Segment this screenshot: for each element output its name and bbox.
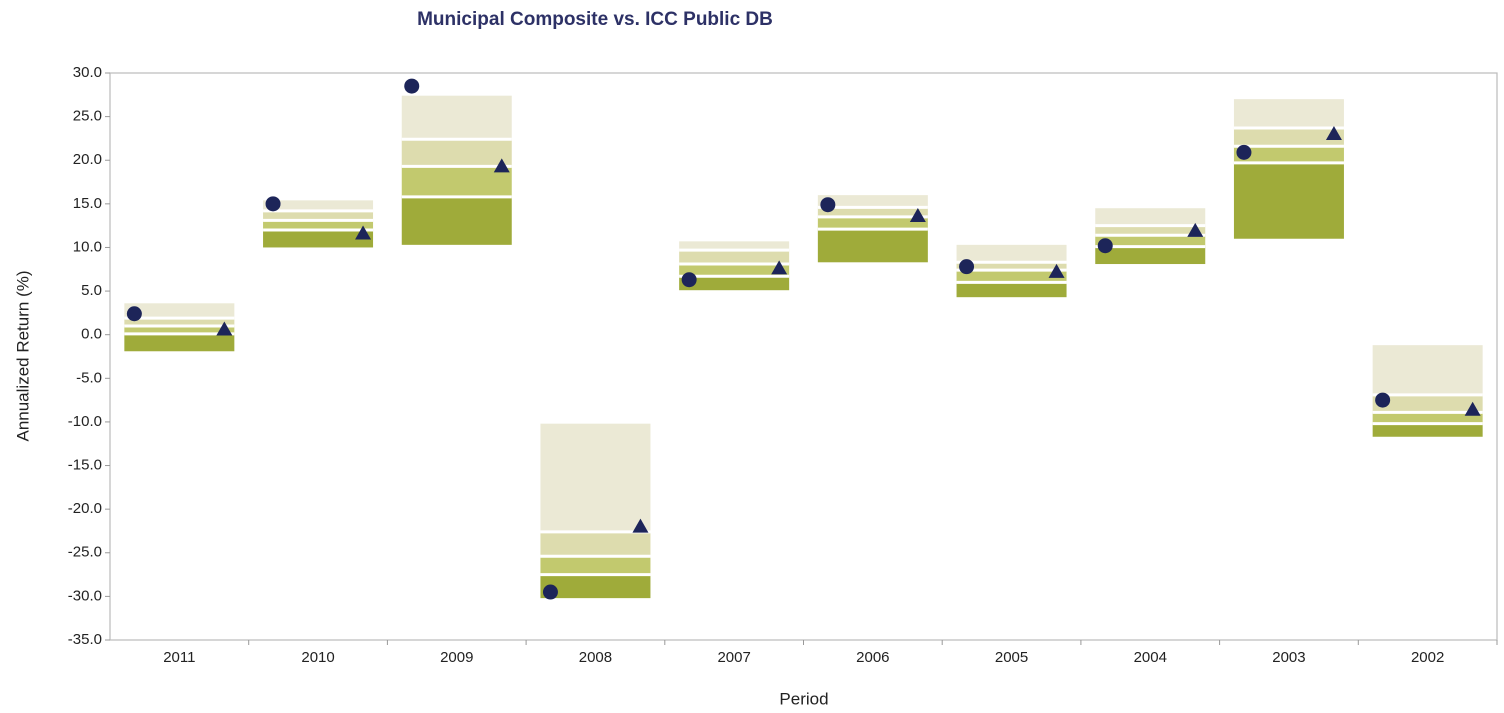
range-segment	[956, 270, 1067, 283]
range-segment	[1095, 208, 1206, 226]
circle-marker	[126, 306, 142, 322]
triangle-marker	[1187, 222, 1204, 237]
triangle-marker	[1325, 126, 1342, 141]
range-segment	[1372, 423, 1483, 437]
range-segment	[124, 325, 235, 334]
y-tick-label: 25.0	[73, 108, 102, 125]
y-tick-label: -5.0	[76, 369, 102, 386]
range-segment	[679, 241, 790, 251]
triangle-marker	[1464, 401, 1481, 416]
range-segment	[540, 531, 651, 557]
circle-marker	[820, 197, 836, 213]
x-tick-label: 2003	[1272, 649, 1305, 666]
y-tick-label: -35.0	[68, 631, 102, 648]
range-segment	[401, 166, 512, 197]
y-tick-label: 15.0	[73, 195, 102, 212]
y-tick-label: 0.0	[81, 326, 102, 343]
y-tick-label: 20.0	[73, 151, 102, 168]
y-tick-label: -10.0	[68, 413, 102, 430]
y-tick-label: -25.0	[68, 544, 102, 561]
range-segment	[540, 556, 651, 575]
y-tick-label: -30.0	[68, 587, 102, 604]
x-tick-label: 2007	[717, 649, 750, 666]
range-segment	[1233, 99, 1344, 128]
range-segment	[401, 196, 512, 245]
triangle-marker	[355, 225, 372, 240]
range-segment	[124, 318, 235, 326]
range-segment	[1095, 225, 1206, 236]
y-tick-label: 10.0	[73, 238, 102, 255]
circle-marker	[265, 196, 281, 212]
range-segment	[817, 207, 928, 217]
range-segment	[401, 95, 512, 140]
x-tick-label: 2011	[163, 649, 195, 666]
chart-title: Municipal Composite vs. ICC Public DB	[417, 9, 773, 30]
x-tick-label: 2004	[1134, 649, 1167, 666]
x-tick-label: 2002	[1411, 649, 1444, 666]
range-segment	[956, 282, 1067, 298]
x-axis-title: Period	[779, 689, 828, 708]
y-axis-title: Annualized Return (%)	[13, 270, 32, 441]
range-segment	[1233, 127, 1344, 147]
circle-marker	[1236, 144, 1252, 160]
triangle-marker	[909, 208, 926, 223]
range-segment	[679, 250, 790, 265]
range-segment	[263, 230, 374, 248]
range-segment	[679, 264, 790, 277]
range-segment	[540, 574, 651, 599]
x-tick-label: 2005	[995, 649, 1028, 666]
range-segment	[956, 244, 1067, 263]
range-segment	[263, 200, 374, 211]
circle-marker	[1375, 392, 1391, 408]
range-segment	[540, 423, 651, 532]
x-tick-label: 2009	[440, 649, 473, 666]
y-tick-label: 5.0	[81, 282, 102, 299]
range-segment	[263, 210, 374, 221]
range-segment	[817, 195, 928, 208]
range-segment	[1372, 345, 1483, 395]
range-segment	[679, 276, 790, 291]
triangle-marker	[493, 158, 510, 173]
circle-marker	[542, 584, 558, 600]
x-tick-label: 2008	[579, 649, 612, 666]
triangle-marker	[216, 321, 233, 336]
range-segment	[956, 262, 1067, 271]
y-tick-label: -20.0	[68, 500, 102, 517]
triangle-marker	[1048, 263, 1065, 278]
circle-marker	[404, 78, 420, 94]
triangle-marker	[771, 260, 788, 275]
y-tick-label: -15.0	[68, 457, 102, 474]
triangle-marker	[632, 518, 649, 533]
x-tick-label: 2006	[856, 649, 889, 666]
range-segment	[1372, 394, 1483, 413]
range-segment	[817, 229, 928, 263]
circle-marker	[1097, 238, 1113, 254]
range-segment	[1233, 162, 1344, 239]
range-segment	[1372, 412, 1483, 424]
range-segment	[124, 303, 235, 319]
circle-marker	[681, 272, 697, 288]
range-segment	[124, 333, 235, 352]
range-segment	[401, 139, 512, 167]
range-segment	[1095, 246, 1206, 265]
range-segment	[1233, 146, 1344, 163]
range-segment	[817, 216, 928, 230]
range-segment	[263, 220, 374, 231]
y-tick-label: 30.0	[73, 64, 102, 81]
range-segment	[1095, 235, 1206, 247]
x-tick-label: 2010	[301, 649, 334, 666]
circle-marker	[959, 259, 975, 275]
